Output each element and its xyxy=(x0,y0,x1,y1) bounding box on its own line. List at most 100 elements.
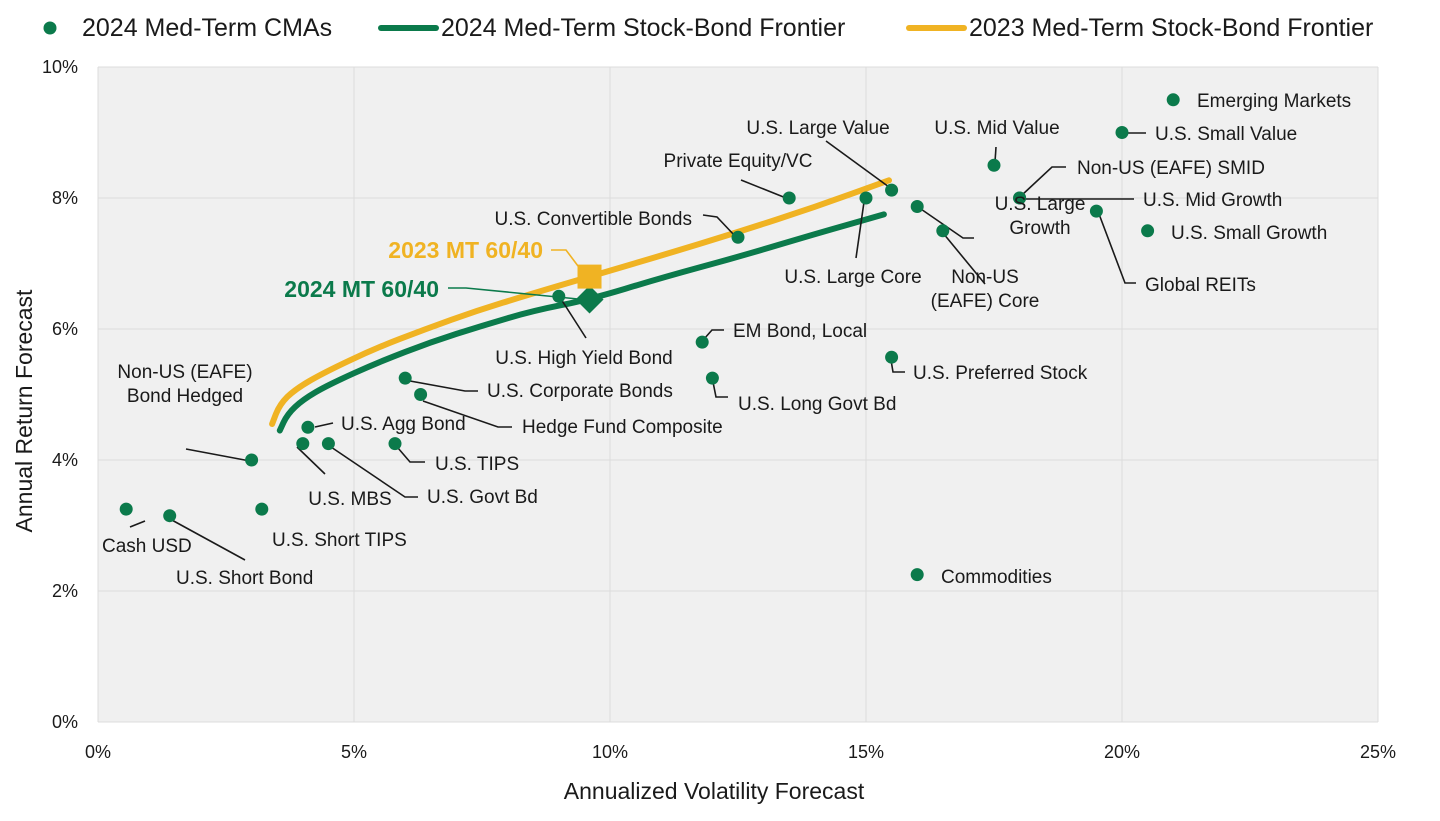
point-label-u-s-long-govt-bd: U.S. Long Govt Bd xyxy=(738,394,896,415)
leader-u-s-preferred-stock xyxy=(890,359,905,373)
point-label-u-s-mid-value: U.S. Mid Value xyxy=(934,118,1059,139)
point-label-u-s-short-tips: U.S. Short TIPS xyxy=(272,530,407,551)
point-non-us-eafe-core xyxy=(936,224,950,238)
point-label-line: U.S. Short TIPS xyxy=(272,530,407,551)
point-label-non-us-eafe-smid: Non-US (EAFE) SMID xyxy=(1077,158,1265,179)
point-label-line: Cash USD xyxy=(102,536,192,557)
point-label-line: U.S. Large Value xyxy=(746,118,889,139)
x-tick-label: 5% xyxy=(341,742,367,762)
leader-u-s-long-govt-bd xyxy=(712,381,728,398)
leader-global-reits xyxy=(1098,213,1136,284)
point-label-u-s-short-bond: U.S. Short Bond xyxy=(176,568,313,589)
point-label-line: U.S. TIPS xyxy=(435,454,519,475)
point-u-s-mbs xyxy=(296,437,310,451)
point-label-line: U.S. Govt Bd xyxy=(427,487,538,508)
y-tick-label: 10% xyxy=(42,57,78,77)
point-label-line: U.S. Small Growth xyxy=(1171,223,1327,244)
y-tick-label: 4% xyxy=(52,450,78,470)
point-label-line: U.S. Large xyxy=(995,194,1086,215)
point-label-line: Hedge Fund Composite xyxy=(522,417,723,438)
point-label-line: U.S. MBS xyxy=(308,489,391,510)
x-tick-label: 0% xyxy=(85,742,111,762)
x-tick-label: 15% xyxy=(848,742,884,762)
x-tick-label: 25% xyxy=(1360,742,1396,762)
point-label-line: U.S. Short Bond xyxy=(176,568,313,589)
point-emerging-markets xyxy=(1166,93,1180,107)
point-label-line: U.S. Convertible Bonds xyxy=(495,209,693,230)
legend: 2024 Med-Term CMAs 2024 Med-Term Stock-Bo… xyxy=(43,14,1373,42)
point-u-s-mid-growth xyxy=(1013,191,1027,205)
leader-u-s-short-bond xyxy=(169,518,246,561)
x-axis-label: Annualized Volatility Forecast xyxy=(564,778,865,804)
point-label-u-s-small-value: U.S. Small Value xyxy=(1155,124,1297,145)
marker-2024-60-40-leader xyxy=(448,287,579,300)
point-label-non-us-eafe-bond-hedged: Non-US (EAFE) Bond Hedged xyxy=(117,362,252,407)
point-private-equity-vc xyxy=(782,191,796,205)
point-label-line: U.S. Long Govt Bd xyxy=(738,394,896,415)
leader-u-s-corporate-bonds xyxy=(409,380,478,392)
frontier-line-2024 xyxy=(276,211,887,434)
leader-private-equity-vc xyxy=(740,179,787,199)
frontier-lines xyxy=(269,177,892,434)
point-label-u-s-large-core: U.S. Large Core xyxy=(784,267,921,288)
point-label-cash-usd: Cash USD xyxy=(102,536,192,557)
point-u-s-corporate-bonds xyxy=(398,371,412,385)
point-u-s-tips xyxy=(388,437,402,451)
point-u-s-large-core xyxy=(859,191,873,205)
point-label-line: U.S. Corporate Bonds xyxy=(487,381,673,402)
leader-u-s-tips xyxy=(397,447,425,463)
point-label-line: EM Bond, Local xyxy=(733,321,867,342)
leader-non-us-eafe-core xyxy=(942,232,986,285)
point-u-s-mid-value xyxy=(987,158,1001,172)
leader-em-bond-local xyxy=(703,329,724,340)
point-label-line: Bond Hedged xyxy=(127,386,243,407)
point-u-s-large-value xyxy=(885,183,899,197)
frontier-line-2023 xyxy=(269,177,892,427)
point-label-line: Private Equity/VC xyxy=(664,151,813,172)
y-axis-label: Annual Return Forecast xyxy=(11,289,37,533)
point-label-line: (EAFE) Core xyxy=(931,291,1040,312)
point-label-u-s-corporate-bonds: U.S. Corporate Bonds xyxy=(487,381,673,402)
marker-2024-60-40-label: 2024 MT 60/40 xyxy=(284,276,439,302)
leader-u-s-high-yield-bond xyxy=(560,298,587,339)
point-u-s-short-bond xyxy=(163,509,177,523)
leader-u-s-govt-bd xyxy=(330,446,418,498)
leader-u-s-agg-bond xyxy=(314,422,334,428)
point-label-u-s-tips: U.S. TIPS xyxy=(435,454,519,475)
point-hedge-fund-composite xyxy=(414,388,428,401)
point-label-private-equity-vc: Private Equity/VC xyxy=(664,151,813,172)
point-u-s-short-tips xyxy=(255,502,269,516)
point-label-commodities: Commodities xyxy=(941,567,1052,588)
marker-2024-60-40 xyxy=(575,285,604,314)
point-label-line: Non-US xyxy=(951,267,1019,288)
point-label-u-s-large-value: U.S. Large Value xyxy=(746,118,889,139)
point-non-us-eafe-bond-hedged xyxy=(245,453,259,467)
data-points xyxy=(119,93,1180,582)
x-tick-label: 10% xyxy=(592,742,628,762)
point-u-s-small-value xyxy=(1115,126,1129,139)
point-label-u-s-govt-bd: U.S. Govt Bd xyxy=(427,487,538,508)
leader-cash-usd xyxy=(129,520,146,528)
y-tick-label: 8% xyxy=(52,188,78,208)
point-u-s-govt-bd xyxy=(321,437,335,451)
point-label-line: Global REITs xyxy=(1145,275,1256,296)
point-label-u-s-convertible-bonds: U.S. Convertible Bonds xyxy=(495,209,693,230)
y-tick-label: 6% xyxy=(52,319,78,339)
legend-label: 2024 Med-Term Stock-Bond Frontier xyxy=(441,14,845,42)
point-label-line: U.S. Agg Bond xyxy=(341,414,466,435)
point-u-s-convertible-bonds xyxy=(731,230,745,244)
point-u-s-long-govt-bd xyxy=(705,371,719,385)
point-label-u-s-mbs: U.S. MBS xyxy=(308,489,391,510)
point-u-s-large-growth xyxy=(910,200,924,213)
point-label-global-reits: Global REITs xyxy=(1145,275,1256,296)
point-label-line: U.S. Mid Value xyxy=(934,118,1059,139)
point-label-line: U.S. Preferred Stock xyxy=(913,363,1088,384)
point-u-s-preferred-stock xyxy=(885,350,899,364)
point-commodities xyxy=(910,568,924,582)
legend-dot-icon xyxy=(43,21,57,35)
point-label-u-s-preferred-stock: U.S. Preferred Stock xyxy=(913,363,1088,384)
legend-label: 2024 Med-Term CMAs xyxy=(82,14,332,42)
point-label-line: U.S. Large Core xyxy=(784,267,921,288)
leader-u-s-mbs xyxy=(296,446,326,475)
